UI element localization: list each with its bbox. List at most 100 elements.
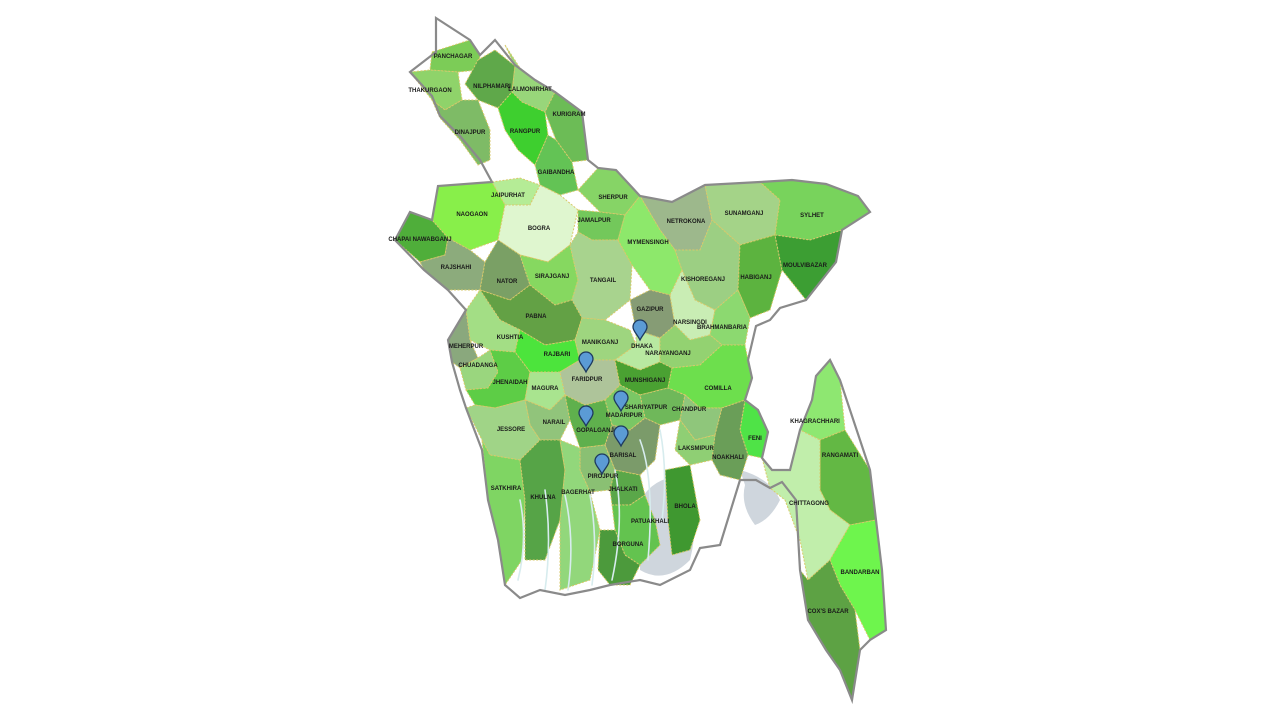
district-label-narsingdi: NARSINGDI	[673, 320, 707, 326]
district-label-pirojpur: PIROJPUR	[588, 474, 619, 480]
district-munshiganj[interactable]	[614, 359, 673, 396]
map-pin-icon	[578, 405, 594, 428]
district-label-meherpur: MEHERPUR	[449, 344, 484, 350]
district-label-mymensingh: MYMENSINGH	[627, 240, 668, 246]
district-label-bhola: BHOLA	[674, 504, 696, 510]
district-label-jessore: JESSORE	[497, 427, 525, 433]
marker-faridpur[interactable]	[578, 351, 594, 374]
district-label-dhaka: DHAKA	[631, 344, 653, 350]
river	[611, 469, 621, 581]
district-label-sunamganj: SUNAMGANJ	[725, 211, 764, 217]
district-label-netrokona: NETROKONA	[667, 219, 706, 225]
district-dinajpur[interactable]	[431, 99, 491, 166]
district-label-naogaon: NAOGAON	[456, 212, 487, 218]
district-label-faridpur: FARIDPUR	[572, 377, 603, 383]
country-outline	[393, 15, 888, 705]
district-label-laksmipur: LAKSMIPUR	[678, 446, 714, 452]
district-bhola[interactable]	[664, 464, 701, 556]
map-pin-icon	[613, 425, 629, 448]
district-borguna[interactable]	[597, 529, 641, 586]
district-label-narail: NARAIL	[543, 420, 566, 426]
district-label-lalmonirhat: LALMONIRHAT	[508, 87, 552, 93]
district-tangail[interactable]	[569, 231, 633, 321]
district-label-habiganj: HABIGANJ	[740, 275, 771, 281]
meghna-estuary	[740, 470, 780, 525]
district-label-chapai-nawabganj: CHAPAI NAWABGANJ	[388, 237, 451, 243]
district-jessore[interactable]	[465, 399, 541, 461]
district-label-jamalpur: JAMALPUR	[577, 218, 611, 224]
district-label-barisal: BARISAL	[610, 453, 637, 459]
district-label-bogra: BOGRA	[528, 226, 551, 232]
district-label-thakurgaon: THAKURGAON	[408, 88, 451, 94]
district-label-jhalkati: JHALKATI	[608, 487, 638, 493]
district-jhenaidah[interactable]	[465, 349, 531, 409]
district-label-feni: FENI	[748, 436, 762, 442]
district-label-comilla: COMILLA	[704, 386, 732, 392]
district-label-gazipur: GAZIPUR	[637, 307, 665, 313]
map-pin-icon	[594, 453, 610, 476]
district-naogaon[interactable]	[431, 181, 506, 251]
district-label-patuakhali: PATUAKHALI	[631, 519, 669, 525]
district-noakhali[interactable]	[711, 399, 749, 481]
district-rangpur[interactable]	[497, 91, 549, 166]
district-bagerhat[interactable]	[559, 439, 601, 591]
district-label-rajshahi: RAJSHAHI	[441, 265, 472, 271]
district-label-narayanganj: NARAYANGANJ	[645, 351, 691, 357]
map-pin-icon	[632, 319, 648, 342]
district-label-nilphamari: NILPHAMARI	[473, 84, 511, 90]
marker-barisal[interactable]	[613, 425, 629, 448]
district-moulvibazar[interactable]	[774, 229, 843, 301]
district-label-moulvibazar: MOULVIBAZAR	[783, 263, 828, 269]
district-label-brahmanbaria: BRAHMANBARIA	[697, 325, 748, 331]
district-dhaka[interactable]	[613, 329, 661, 371]
district-label-gaibandha: GAIBANDHA	[538, 170, 575, 176]
districts-layer	[394, 39, 887, 702]
district-label-chuadanga: CHUADANGA	[458, 363, 498, 369]
markers-layer	[578, 319, 648, 476]
marker-madaripur[interactable]	[613, 390, 629, 413]
marker-gopalganj[interactable]	[578, 405, 594, 428]
district-label-khagrachhari: KHAGRACHHARI	[790, 419, 840, 425]
district-kushtia[interactable]	[465, 289, 521, 353]
district-patuakhali[interactable]	[611, 494, 661, 566]
district-bogra[interactable]	[497, 184, 579, 263]
district-chandpur[interactable]	[679, 394, 723, 441]
map-pin-icon	[578, 351, 594, 374]
district-label-sherpur: SHERPUR	[598, 195, 628, 201]
marker-dhaka[interactable]	[632, 319, 648, 342]
district-label-shariyatpur: SHARIYATPUR	[625, 405, 668, 411]
district-label-nator: NATOR	[497, 279, 518, 285]
marker-pirojpur[interactable]	[594, 453, 610, 476]
district-label-manikganj: MANIKGANJ	[582, 340, 618, 346]
river	[517, 499, 525, 581]
district-label-jaipurhat: JAIPURHAT	[491, 193, 525, 199]
district-label-jhenaidah: JHENAIDAH	[492, 380, 527, 386]
district-mymensingh[interactable]	[617, 195, 683, 296]
district-bandarban[interactable]	[829, 519, 887, 641]
map-pin-icon	[613, 390, 629, 413]
river	[544, 489, 550, 591]
district-khulna[interactable]	[519, 439, 566, 561]
district-label-tangail: TANGAIL	[590, 278, 617, 284]
district-label-sirajganj: SIRAJGANJ	[535, 274, 569, 280]
district-label-kurigram: KURIGRAM	[553, 112, 586, 118]
district-label-kishoreganj: KISHOREGANJ	[681, 277, 725, 283]
district-label-rangamati: RANGAMATI	[822, 453, 859, 459]
district-label-gopalganj: GOPALGANJ	[576, 428, 614, 434]
river	[589, 494, 596, 586]
district-label-panchagar: PANCHAGAR	[434, 54, 473, 60]
district-label-coxs-bazar: COX'S BAZAR	[807, 609, 849, 615]
district-satkhira[interactable]	[481, 439, 526, 587]
labels-layer: PANCHAGAR THAKURGAON NILPHAMARILALMONIRHAT…	[388, 54, 879, 615]
district-jamalpur[interactable]	[577, 209, 626, 241]
district-label-madaripur: MADARIPUR	[606, 413, 643, 419]
district-khagrachhari[interactable]	[799, 359, 846, 441]
district-gaibandha[interactable]	[534, 134, 579, 196]
district-label-kushtia: KUSHTIA	[497, 335, 524, 341]
district-coxs-bazar[interactable]	[799, 559, 861, 702]
district-label-satkhira: SATKHIRA	[491, 486, 522, 492]
district-label-magura: MAGURA	[532, 386, 560, 392]
district-label-chittagong: CHITTAGONG	[789, 501, 829, 507]
